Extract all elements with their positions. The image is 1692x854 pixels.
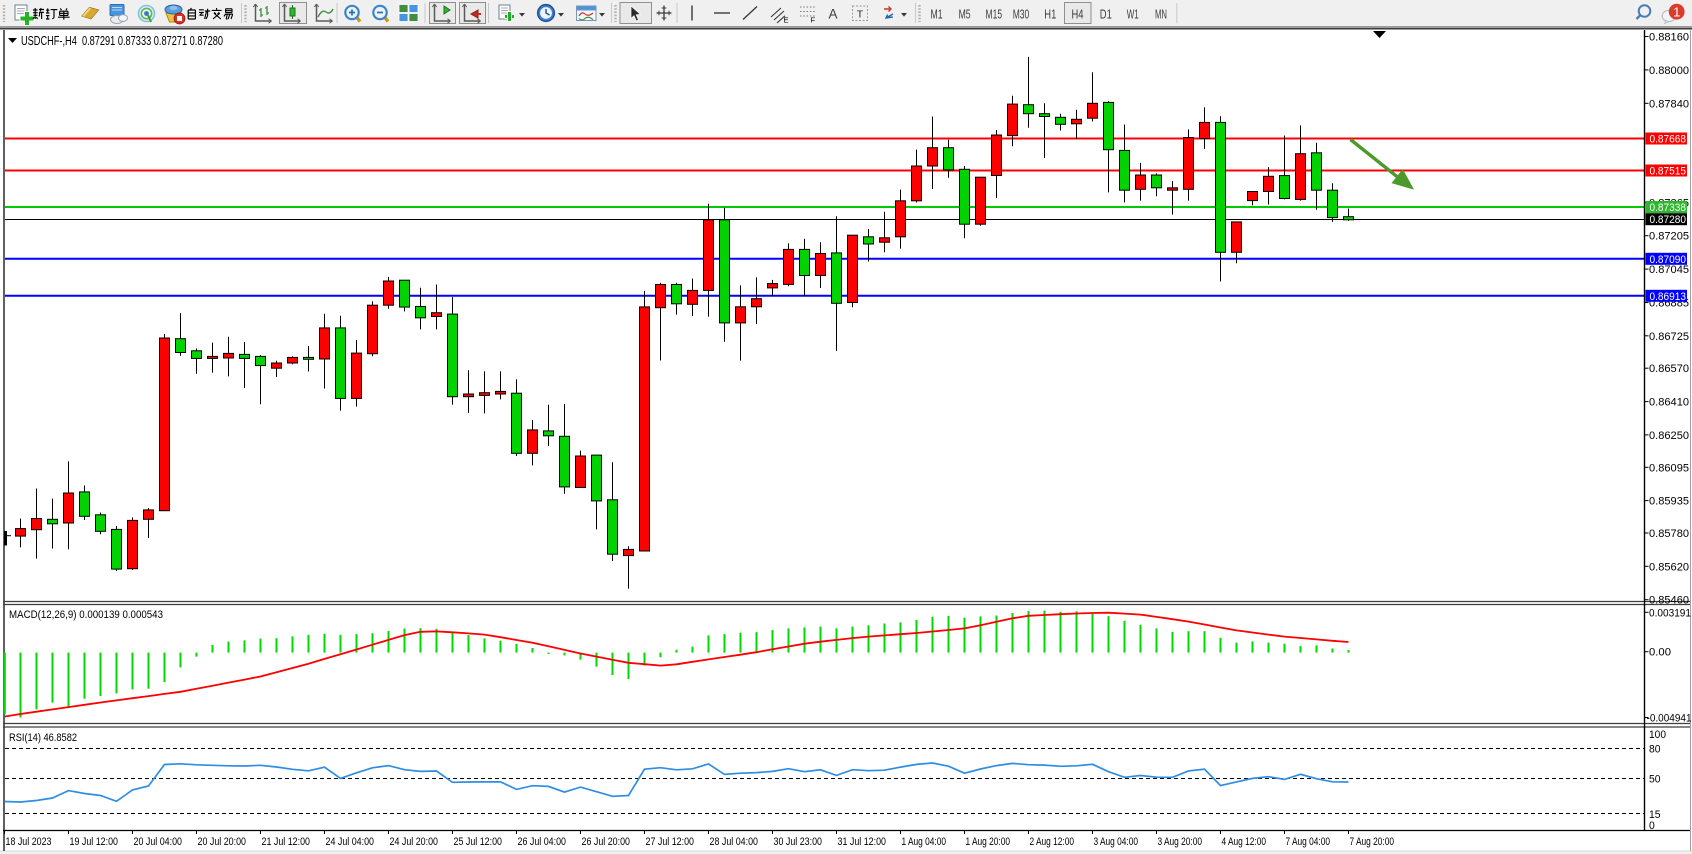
svg-text:7 Aug 04:00: 7 Aug 04:00 [1286, 836, 1331, 848]
svg-text:W1: W1 [1127, 8, 1139, 22]
svg-text:T: T [857, 9, 864, 21]
svg-text:20 Jul 20:00: 20 Jul 20:00 [198, 836, 247, 848]
svg-text:0.86410: 0.86410 [1649, 397, 1689, 409]
svg-text:0.87515: 0.87515 [1650, 166, 1687, 178]
svg-text:19 Jul 12:00: 19 Jul 12:00 [70, 836, 119, 848]
svg-text:0.85935: 0.85935 [1649, 496, 1689, 508]
svg-text:0.88000: 0.88000 [1649, 65, 1689, 77]
svg-text:MN: MN [1155, 8, 1167, 22]
svg-text:26 Jul 04:00: 26 Jul 04:00 [518, 836, 567, 848]
svg-text:15: 15 [1649, 809, 1661, 821]
svg-text:25 Jul 12:00: 25 Jul 12:00 [454, 836, 503, 848]
svg-text:0.87045: 0.87045 [1649, 264, 1689, 276]
svg-text:50: 50 [1649, 773, 1661, 785]
svg-text:0.87840: 0.87840 [1649, 98, 1689, 110]
svg-text:-0.004941: -0.004941 [1647, 713, 1692, 725]
svg-text:0.87338: 0.87338 [1650, 202, 1687, 214]
svg-text:3 Aug 04:00: 3 Aug 04:00 [1094, 836, 1139, 848]
svg-text:24 Jul 04:00: 24 Jul 04:00 [326, 836, 375, 848]
svg-text:0.88160: 0.88160 [1649, 32, 1689, 44]
svg-text:24 Jul 20:00: 24 Jul 20:00 [390, 836, 439, 848]
svg-text:0.87090: 0.87090 [1650, 254, 1687, 266]
svg-text:0.85620: 0.85620 [1649, 561, 1689, 573]
svg-text:M30: M30 [1013, 8, 1030, 22]
svg-text:3 Aug 20:00: 3 Aug 20:00 [1158, 836, 1203, 848]
svg-text:0.87668: 0.87668 [1650, 134, 1687, 146]
svg-text:80: 80 [1649, 744, 1661, 756]
svg-text:20 Jul 04:00: 20 Jul 04:00 [134, 836, 183, 848]
svg-text:E: E [784, 16, 789, 25]
svg-text:100: 100 [1649, 729, 1666, 741]
svg-text:F: F [811, 16, 816, 25]
svg-text:1: 1 [1673, 4, 1680, 19]
svg-text:28 Jul 04:00: 28 Jul 04:00 [710, 836, 759, 848]
svg-text:H1: H1 [1044, 8, 1056, 22]
svg-text:0.86913: 0.86913 [1650, 291, 1687, 303]
svg-text:0.86570: 0.86570 [1649, 363, 1689, 375]
svg-text:27 Jul 12:00: 27 Jul 12:00 [646, 836, 695, 848]
svg-text:0.87205: 0.87205 [1649, 231, 1689, 243]
svg-text:0.86250: 0.86250 [1649, 430, 1689, 442]
svg-text:RSI(14) 46.8582: RSI(14) 46.8582 [9, 732, 77, 744]
svg-text:M5: M5 [959, 8, 971, 22]
svg-text:0.86725: 0.86725 [1649, 331, 1689, 343]
svg-text:0.003191: 0.003191 [1649, 607, 1691, 619]
svg-text:0.87280: 0.87280 [1650, 214, 1687, 226]
svg-text:M15: M15 [986, 8, 1003, 22]
svg-text:4 Aug 12:00: 4 Aug 12:00 [1222, 836, 1267, 848]
svg-text:USDCHF-,H4 0.87291 0.87333 0.: USDCHF-,H4 0.87291 0.87333 0.87271 0.872… [21, 34, 223, 48]
svg-text:7 Aug 20:00: 7 Aug 20:00 [1350, 836, 1395, 848]
svg-text:30 Jul 23:00: 30 Jul 23:00 [774, 836, 823, 848]
svg-text:0.85460: 0.85460 [1649, 595, 1689, 607]
svg-text:M1: M1 [931, 8, 943, 22]
svg-text:0.00: 0.00 [1649, 647, 1671, 659]
svg-text:26 Jul 20:00: 26 Jul 20:00 [582, 836, 631, 848]
svg-text:1 Aug 04:00: 1 Aug 04:00 [902, 836, 947, 848]
svg-text:MACD(12,26,9) 0.000139 0.00054: MACD(12,26,9) 0.000139 0.000543 [9, 609, 163, 621]
svg-text:D1: D1 [1100, 8, 1112, 22]
svg-text:18 Jul 2023: 18 Jul 2023 [6, 836, 52, 848]
svg-text:A: A [828, 7, 837, 22]
svg-text:0.85780: 0.85780 [1649, 528, 1689, 540]
svg-text:0.86095: 0.86095 [1649, 462, 1689, 474]
svg-text:0: 0 [1649, 820, 1655, 832]
svg-text:31 Jul 12:00: 31 Jul 12:00 [838, 836, 887, 848]
svg-text:1 Aug 20:00: 1 Aug 20:00 [966, 836, 1011, 848]
svg-text:2 Aug 12:00: 2 Aug 12:00 [1030, 836, 1075, 848]
svg-text:21 Jul 12:00: 21 Jul 12:00 [262, 836, 311, 848]
svg-text:H4: H4 [1072, 8, 1084, 22]
